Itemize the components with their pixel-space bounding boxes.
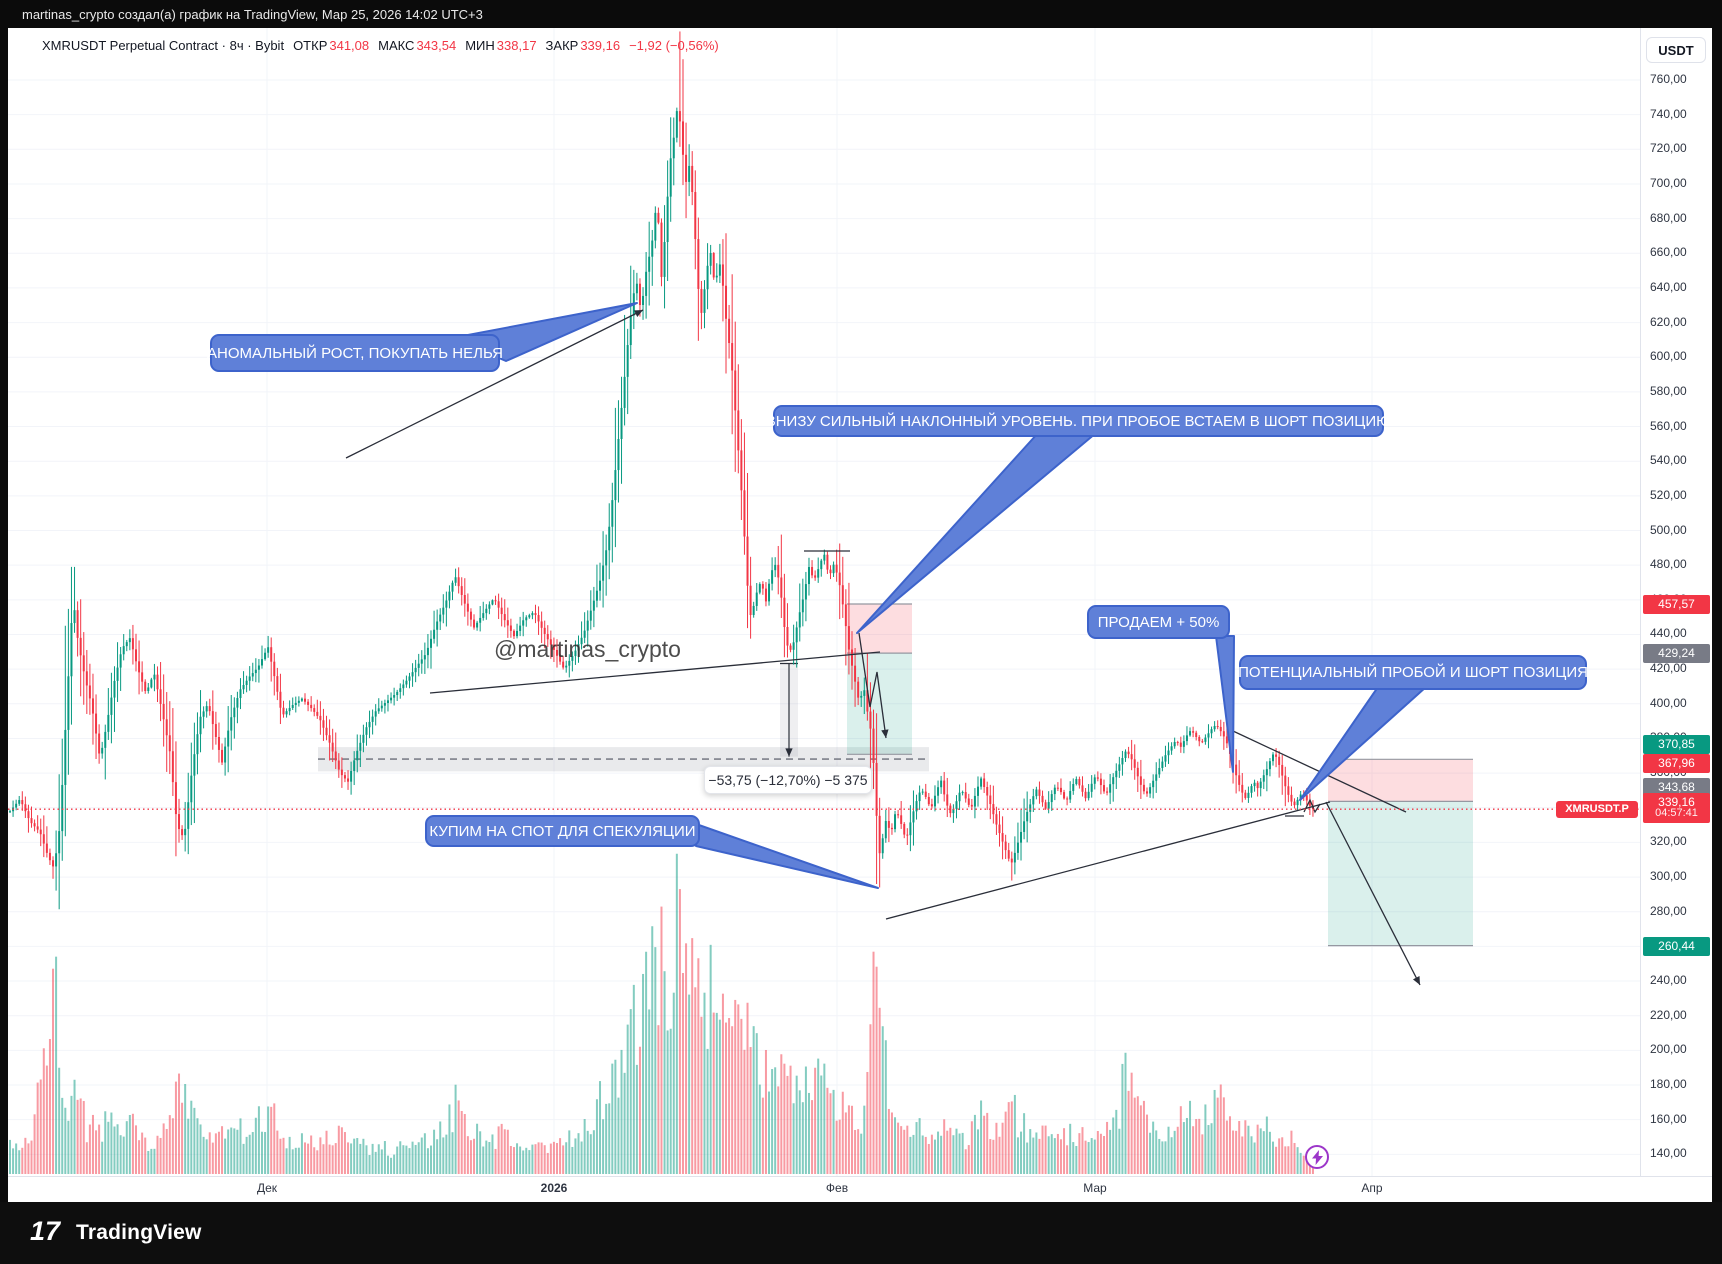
symbol-price-line-tag: XMRUSDT.P [1556, 800, 1638, 818]
price-tick-label: 280,00 [1650, 903, 1687, 918]
price-tick-label: 760,00 [1650, 71, 1687, 86]
time-tick-label: Фев [825, 1181, 849, 1195]
price-level-tag: 457,57 [1643, 595, 1710, 615]
attribution-bar: martinas_crypto создал(а) график на Trad… [0, 0, 1722, 28]
price-level-tag: 343,68 [1643, 778, 1710, 798]
currency-toggle-button[interactable]: USDT [1646, 37, 1706, 63]
price-tick-label: 440,00 [1650, 626, 1687, 641]
change-value: −1,92 (−0,56%) [629, 38, 719, 53]
callout-sloped-level-short[interactable]: ВНИЗУ СИЛЬНЫЙ НАКЛОННЫЙ УРОВЕНЬ. ПРИ ПРО… [766, 405, 1391, 437]
ohlc-close: ЗАКР 339,16 [545, 38, 621, 53]
candlestick-series[interactable] [9, 31, 1314, 910]
price-tick-label: 180,00 [1650, 1077, 1687, 1091]
time-tick-label: Апр [1361, 1181, 1383, 1195]
tradingview-logo-icon[interactable]: 17 [30, 1216, 61, 1246]
price-tick-label: 320,00 [1650, 834, 1687, 849]
price-tick-label: 560,00 [1650, 418, 1687, 433]
price-tick-label: 480,00 [1650, 557, 1687, 572]
lightning-bolt-glyph [1311, 1149, 1323, 1165]
callout-buy-spot[interactable]: КУПИМ НА СПОТ ДЛЯ СПЕКУЛЯЦИИ [425, 815, 700, 847]
price-tick-label: 660,00 [1650, 245, 1687, 260]
price-tick-label: 620,00 [1650, 314, 1687, 329]
price-tick-label: 640,00 [1650, 279, 1687, 294]
price-level-tag: 370,85 [1643, 735, 1710, 755]
time-tick-label: Дек [256, 1181, 278, 1195]
symbol-title: XMRUSDT Perpetual Contract · 8ч · Bybit [42, 38, 285, 53]
short-position-tool[interactable] [847, 603, 912, 755]
price-tick-label: 240,00 [1650, 973, 1687, 988]
price-tick-label: 500,00 [1650, 522, 1687, 537]
short-position-tool[interactable] [1328, 758, 1473, 947]
right-letterbox [1712, 28, 1722, 1203]
price-range-measure-tool[interactable] [780, 662, 798, 757]
callout-tails [451, 302, 1427, 889]
measure-tool-label[interactable]: −53,75 (−12,70%) −5 375 [704, 766, 872, 794]
attribution-text: martinas_crypto создал(а) график на Trad… [22, 6, 483, 22]
price-tick-label: 400,00 [1650, 695, 1687, 710]
price-tick-label: 300,00 [1650, 869, 1687, 884]
left-letterbox [0, 28, 8, 1203]
time-tick-label: Мар [1083, 1181, 1107, 1195]
price-tick-label: 680,00 [1650, 210, 1687, 225]
callout-potential-breakout[interactable]: ПОТЕНЦИАЛЬНЫЙ ПРОБОЙ И ШОРТ ПОЗИЦИЯ [1238, 655, 1588, 690]
chart-legend[interactable]: XMRUSDT Perpetual Contract · 8ч · Bybit … [42, 38, 719, 53]
ohlc-low: МИН 338,17 [465, 38, 537, 53]
footer-bar: 17 TradingView [0, 1202, 1722, 1264]
price-level-tag: 367,96 [1643, 754, 1710, 774]
callout-anomalous-growth[interactable]: АНОМАЛЬНЫЙ РОСТ, ПОКУПАТЬ НЕЛЬЯ [207, 334, 503, 372]
arrowhead [634, 310, 643, 317]
price-tick-label: 200,00 [1650, 1042, 1687, 1057]
time-axis[interactable] [8, 1176, 1712, 1203]
price-tick-label: 540,00 [1650, 453, 1687, 468]
price-tick-label: 580,00 [1650, 383, 1687, 398]
callout-sell-50[interactable]: ПРОДАЕМ + 50% [1087, 605, 1230, 639]
price-tick-label: 700,00 [1650, 175, 1687, 190]
ohlc-high: МАКС 343,54 [378, 38, 457, 53]
price-tick-label: 520,00 [1650, 487, 1687, 502]
time-tick-label: 2026 [540, 1181, 568, 1195]
price-level-tag: 429,24 [1643, 644, 1710, 664]
lightning-event-icon[interactable] [1305, 1145, 1329, 1169]
price-tick-label: 420,00 [1650, 661, 1687, 676]
arrowhead [1412, 976, 1420, 985]
price-tick-label: 160,00 [1650, 1111, 1687, 1126]
price-tick-label: 720,00 [1650, 141, 1687, 156]
price-tick-label: 140,00 [1650, 1146, 1687, 1161]
price-tick-label: 600,00 [1650, 349, 1687, 364]
ohlc-open: ОТКР 341,08 [293, 38, 370, 53]
tradingview-logo-text[interactable]: TradingView [76, 1221, 202, 1244]
arrowhead [785, 748, 793, 757]
price-tick-label: 740,00 [1650, 106, 1687, 121]
author-watermark: @martinas_crypto [494, 636, 681, 662]
volume-series[interactable] [9, 853, 1314, 1174]
current-price-tag: 339,16 04:57:41 [1643, 793, 1710, 824]
price-tick-label: 220,00 [1650, 1007, 1687, 1022]
arrowhead [881, 729, 889, 738]
gridlines [8, 28, 1640, 1176]
price-level-tag: 260,44 [1643, 936, 1710, 956]
